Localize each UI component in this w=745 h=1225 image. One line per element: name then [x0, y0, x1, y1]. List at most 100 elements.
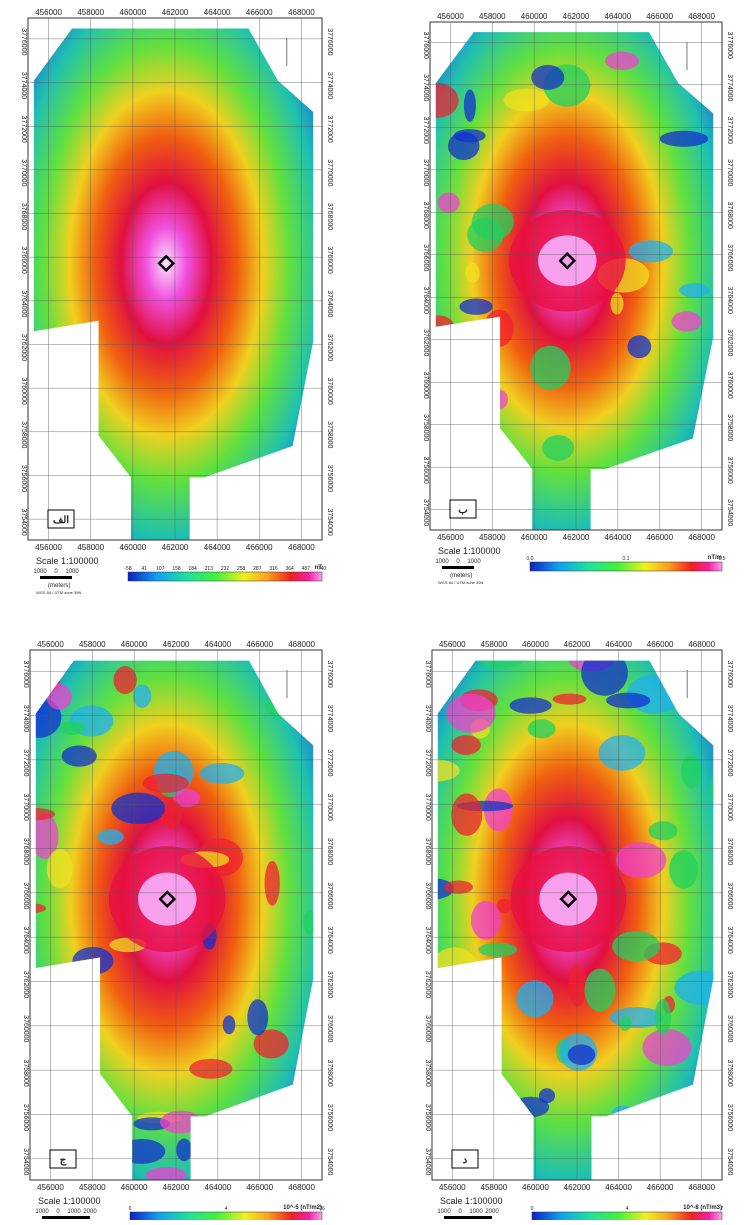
colorbar-unit: 10^-5 (nT/m2) — [283, 1205, 322, 1211]
anomaly — [627, 335, 651, 358]
anomaly — [247, 999, 268, 1035]
y-coordinate-left: 3764000 — [424, 927, 431, 954]
x-coordinate-top: 456000 — [437, 12, 464, 21]
y-coordinate-left: 3768000 — [424, 838, 431, 865]
colorbar-tick: 107 — [156, 566, 165, 572]
panel-label: ب — [458, 505, 467, 516]
y-coordinate-right: 3768000 — [726, 202, 733, 229]
scale-bar-label: 1000 — [35, 1209, 49, 1215]
x-coordinate-bottom: 460000 — [120, 543, 147, 552]
y-coordinate-left: 3768000 — [20, 203, 27, 230]
x-coordinate-bottom: 456000 — [37, 1183, 64, 1192]
scale-bar-label: 0 — [54, 569, 58, 575]
anomaly — [669, 850, 698, 888]
y-coordinate-right: 3764000 — [326, 927, 333, 954]
colorbar-unit: 10^-8 (nT/m3) — [683, 1205, 722, 1211]
scale-bar — [444, 1216, 492, 1219]
anomaly — [612, 1106, 634, 1121]
anomaly — [459, 299, 492, 315]
x-coordinate-bottom: 468000 — [688, 533, 715, 542]
anomaly — [72, 947, 113, 975]
x-coordinate-bottom: 460000 — [522, 1183, 549, 1192]
scale-bar-label: 1000 — [67, 1209, 81, 1215]
x-coordinate-top: 456000 — [439, 640, 466, 649]
anomaly — [16, 808, 55, 820]
anomaly — [430, 947, 479, 991]
anomaly — [643, 1029, 692, 1066]
y-coordinate-right: 3760000 — [726, 372, 733, 399]
y-coordinate-left: 3772000 — [22, 749, 29, 776]
map-raster — [14, 650, 343, 1183]
y-coordinate-right: 3762000 — [726, 329, 733, 356]
anomaly — [681, 754, 701, 788]
anomaly — [479, 1039, 492, 1061]
x-coordinate-bottom: 462000 — [162, 543, 189, 552]
panel-label: د — [463, 1155, 468, 1166]
anomaly — [581, 650, 628, 696]
y-coordinate-right: 3772000 — [326, 116, 333, 143]
colorbar-tick: 4 — [225, 1206, 228, 1212]
scale-bar-label: 1000 — [467, 559, 481, 565]
map-raster — [416, 10, 728, 546]
x-coordinate-bottom: 464000 — [204, 543, 231, 552]
x-coordinate-top: 462000 — [564, 640, 591, 649]
anomaly — [509, 697, 551, 713]
y-coordinate-right: 3770000 — [726, 159, 733, 186]
y-coordinate-right: 3766000 — [326, 882, 333, 909]
y-coordinate-right: 3766000 — [726, 244, 733, 271]
colorbar — [530, 562, 722, 571]
y-coordinate-right: 3766000 — [726, 882, 733, 909]
x-coordinate-top: 460000 — [521, 12, 548, 21]
y-coordinate-left: 3774000 — [424, 705, 431, 732]
x-coordinate-top: 464000 — [605, 640, 632, 649]
anomaly — [113, 666, 136, 694]
y-coordinate-left: 3756000 — [20, 465, 27, 492]
anomaly — [133, 684, 151, 708]
colorbar-tick: 258 — [237, 566, 246, 572]
y-coordinate-left: 3766000 — [20, 247, 27, 274]
y-coordinate-left: 3776000 — [424, 661, 431, 688]
x-coordinate-top: 462000 — [162, 8, 189, 17]
y-coordinate-left: 3766000 — [22, 882, 29, 909]
x-coordinate-top: 468000 — [288, 640, 315, 649]
map-raster — [406, 636, 729, 1181]
x-coordinate-bottom: 468000 — [288, 543, 315, 552]
y-coordinate-right: 3754000 — [326, 508, 333, 535]
anomaly — [528, 719, 556, 738]
anomaly — [176, 1139, 192, 1162]
scale-title: Scale 1:100000 — [36, 556, 99, 566]
anomaly — [610, 293, 623, 315]
colorbar — [532, 1212, 722, 1220]
y-coordinate-right: 3776000 — [726, 661, 733, 688]
colorbar-tick: -58 — [124, 566, 131, 572]
x-coordinate-top: 466000 — [647, 640, 674, 649]
colorbar-tick: 740 — [318, 566, 327, 572]
y-coordinate-left: 3760000 — [20, 378, 27, 405]
y-coordinate-right: 3770000 — [326, 159, 333, 186]
y-coordinate-right: 3764000 — [726, 927, 733, 954]
x-coordinate-top: 466000 — [646, 12, 673, 21]
scale-unit: (meters) — [450, 573, 472, 579]
y-coordinate-right: 3774000 — [326, 72, 333, 99]
colorbar-tick: 487 — [302, 566, 311, 572]
panel-label: الف — [53, 515, 69, 526]
y-coordinate-left: 3762000 — [20, 334, 27, 361]
projection: WGS 84 / UTM zone 39N — [36, 590, 81, 595]
x-coordinate-top: 458000 — [77, 8, 104, 17]
colorbar-tick: 0.0 — [527, 556, 534, 562]
anomaly — [616, 1128, 632, 1146]
figure: 456000 456000 458000 458000 460000 460000 4620… — [0, 0, 745, 1220]
x-coordinate-bottom: 456000 — [439, 1183, 466, 1192]
colorbar-tick: 7 — [721, 1206, 724, 1212]
anomaly — [446, 694, 495, 733]
colorbar — [128, 572, 322, 581]
x-coordinate-top: 458000 — [481, 640, 508, 649]
x-coordinate-top: 458000 — [479, 12, 506, 21]
y-coordinate-right: 3774000 — [726, 74, 733, 101]
x-coordinate-top: 464000 — [205, 640, 232, 649]
scale-title: Scale 1:100000 — [440, 1196, 503, 1206]
y-coordinate-left: 3764000 — [20, 290, 27, 317]
x-coordinate-top: 460000 — [522, 640, 549, 649]
anomaly — [654, 493, 707, 534]
anomaly — [531, 65, 564, 90]
